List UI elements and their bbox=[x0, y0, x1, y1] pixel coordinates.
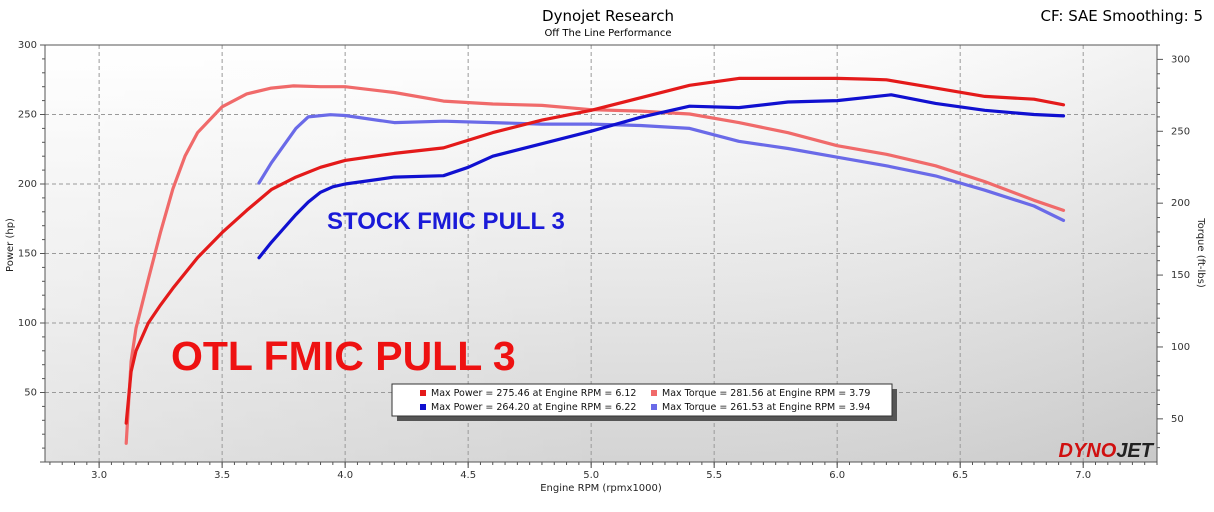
series-group bbox=[124, 76, 1066, 445]
x-tick-label: 6.0 bbox=[829, 470, 845, 481]
y2-tick-label: 200 bbox=[1171, 198, 1190, 209]
y2-tick-label: 100 bbox=[1171, 342, 1190, 353]
chart-subtitle: Off The Line Performance bbox=[544, 28, 671, 39]
correction-factor-label: CF: SAE Smoothing: 5 bbox=[1040, 7, 1203, 25]
x-tick-label: 3.5 bbox=[214, 470, 230, 481]
y2-tick-label: 150 bbox=[1171, 270, 1190, 281]
stock-power-line bbox=[257, 93, 1066, 260]
plot-border bbox=[44, 44, 1158, 463]
y-tick-label: 150 bbox=[18, 249, 37, 260]
legend: Max Power = 275.46 at Engine RPM = 6.12 … bbox=[391, 383, 897, 421]
x-tick-label: 7.0 bbox=[1075, 470, 1091, 481]
legend-swatch-stock-torque bbox=[651, 404, 657, 410]
x-axis-label: Engine RPM (rpmx1000) bbox=[540, 483, 662, 494]
chart-title: Dynojet Research bbox=[542, 7, 674, 25]
y-axis-label: Power (hp) bbox=[5, 218, 16, 272]
y-tick-label: 50 bbox=[24, 388, 37, 399]
y-tick-label: 200 bbox=[18, 179, 37, 190]
y2-axis-label: Torque (ft-lbs) bbox=[1195, 217, 1206, 288]
legend-swatch-otl-power bbox=[420, 390, 426, 396]
legend-swatch-stock-power bbox=[420, 404, 426, 410]
y-tick-label: 250 bbox=[18, 110, 37, 121]
x-tick-label: 4.5 bbox=[460, 470, 476, 481]
legend-text-stock-torque: Max Torque = 261.53 at Engine RPM = 3.94 bbox=[662, 402, 870, 413]
legend-text-otl-power: Max Power = 275.46 at Engine RPM = 6.12 bbox=[431, 388, 636, 399]
axis-ticks: 3.0 3.5 4.0 4.5 5.0 5.5 6.0 6.5 7.0 50 100 150 200 25… bbox=[18, 40, 1190, 481]
logo-part-dyno: DYNO bbox=[1059, 440, 1117, 462]
legend-box bbox=[391, 383, 893, 417]
otl-torque-line bbox=[124, 84, 1066, 445]
x-tick-label: 3.0 bbox=[91, 470, 107, 481]
x-tick-label: 5.5 bbox=[706, 470, 722, 481]
y2-tick-label: 50 bbox=[1171, 414, 1184, 425]
y-tick-label: 300 bbox=[18, 40, 37, 51]
otl-pull-annotation: OTL FMIC PULL 3 bbox=[171, 333, 516, 379]
legend-text-otl-torque: Max Torque = 281.56 at Engine RPM = 3.79 bbox=[662, 388, 870, 399]
x-tick-label: 4.0 bbox=[337, 470, 353, 481]
legend-swatch-otl-torque bbox=[651, 390, 657, 396]
otl-power-line bbox=[124, 76, 1066, 425]
stock-pull-annotation: STOCK FMIC PULL 3 bbox=[327, 208, 565, 235]
y2-tick-label: 250 bbox=[1171, 126, 1190, 137]
dynojet-logo: DYNOJET bbox=[1059, 440, 1155, 462]
x-tick-label: 5.0 bbox=[583, 470, 599, 481]
x-tick-label: 6.5 bbox=[952, 470, 968, 481]
y2-tick-label: 300 bbox=[1171, 54, 1190, 65]
y-tick-label: 100 bbox=[18, 318, 37, 329]
stock-torque-line bbox=[257, 113, 1066, 222]
logo-part-jet: JET bbox=[1116, 440, 1154, 462]
legend-text-stock-power: Max Power = 264.20 at Engine RPM = 6.22 bbox=[431, 402, 636, 413]
